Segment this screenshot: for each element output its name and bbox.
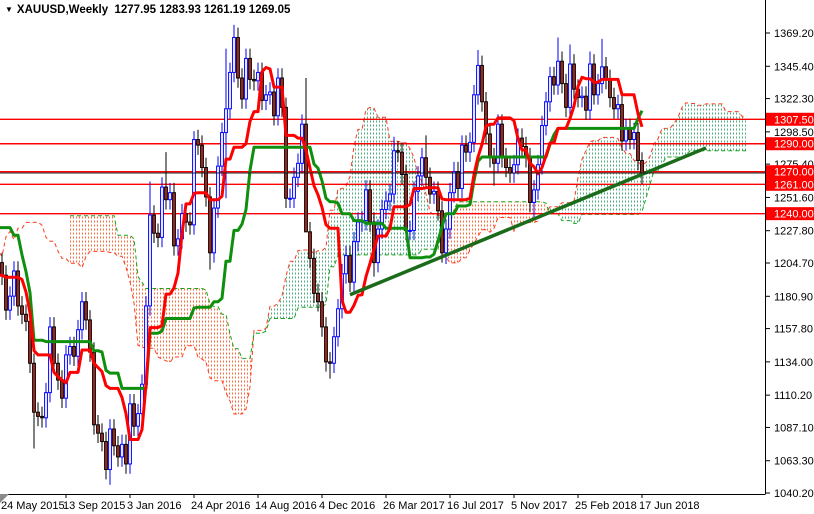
- y-axis-label: 1204.70: [774, 258, 814, 270]
- price-badge-label: 1307.50: [774, 114, 814, 126]
- price-badge: 1290.00: [766, 137, 814, 151]
- price-badge: 1261.00: [766, 177, 814, 191]
- tenkan-sen-line: [0, 66, 644, 441]
- y-axis-label: 1322.30: [774, 94, 814, 106]
- senkou-span-b-line: [70, 150, 746, 359]
- price-badge-label: 1261.00: [774, 179, 814, 191]
- symbol-timeframe-label: XAUUSD,Weekly: [16, 4, 109, 16]
- x-axis-label: 24 May 2015: [1, 500, 65, 512]
- y-axis-label: 1180.90: [774, 291, 813, 303]
- y-axis-label: 1369.20: [774, 28, 814, 40]
- y-axis-label: 1087.10: [774, 422, 814, 434]
- x-axis-label: 26 Mar 2017: [383, 500, 445, 512]
- chart-shift-marker-icon: [0, 494, 9, 503]
- x-axis-label: 17 Jun 2018: [639, 500, 700, 512]
- y-axis-label: 1345.40: [774, 61, 814, 73]
- y-axis-label: 1298.50: [774, 127, 814, 139]
- ohlc-values-label: 1277.95 1283.93 1261.19 1269.05: [114, 4, 291, 16]
- senkou-span-a-line: [0, 102, 747, 415]
- y-axis-label: 1134.00: [774, 357, 813, 369]
- y-axis-label: 1251.60: [774, 192, 814, 204]
- chart-title: ▼ XAUUSD,Weekly 1277.95 1283.93 1261.19 1…: [5, 4, 290, 16]
- ichimoku-cloud-layer: [70, 102, 746, 414]
- x-axis-label: 25 Feb 2018: [575, 500, 637, 512]
- y-axis[interactable]: 1369.201345.401322.301298.501275.401251.…: [765, 28, 814, 500]
- y-axis-label: 1227.80: [774, 226, 814, 238]
- x-axis-label: 16 Jul 2017: [447, 500, 504, 512]
- y-axis-label: 1063.30: [774, 456, 814, 468]
- price-badge: 1307.50: [766, 112, 814, 126]
- price-badge: 1270.00: [766, 165, 814, 179]
- trendline[interactable]: [349, 146, 707, 297]
- x-axis-label: 5 Nov 2017: [511, 500, 567, 512]
- price-badge-label: 1240.00: [774, 209, 814, 221]
- chart-dropdown-marker-icon[interactable]: ▼: [5, 5, 13, 14]
- axes: [0, 0, 766, 495]
- price-badge-label: 1290.00: [774, 139, 814, 151]
- x-axis-label: 24 Apr 2016: [191, 500, 250, 512]
- y-axis-label: 1040.20: [774, 488, 814, 500]
- y-axis-label: 1110.20: [774, 390, 812, 402]
- x-axis-label: 13 Sep 2015: [63, 500, 125, 512]
- plot-area[interactable]: [0, 24, 765, 485]
- y-axis-label: 1157.80: [774, 324, 813, 336]
- candles-layer: [0, 24, 644, 485]
- price-badge-label: 1270.00: [774, 167, 814, 179]
- x-axis-label: 3 Jan 2016: [127, 500, 181, 512]
- x-axis-label: 14 Aug 2016: [255, 500, 317, 512]
- kijun-sen-line: [0, 110, 644, 390]
- price-badge: 1240.00: [766, 207, 814, 221]
- x-axis-label: 4 Dec 2016: [319, 500, 375, 512]
